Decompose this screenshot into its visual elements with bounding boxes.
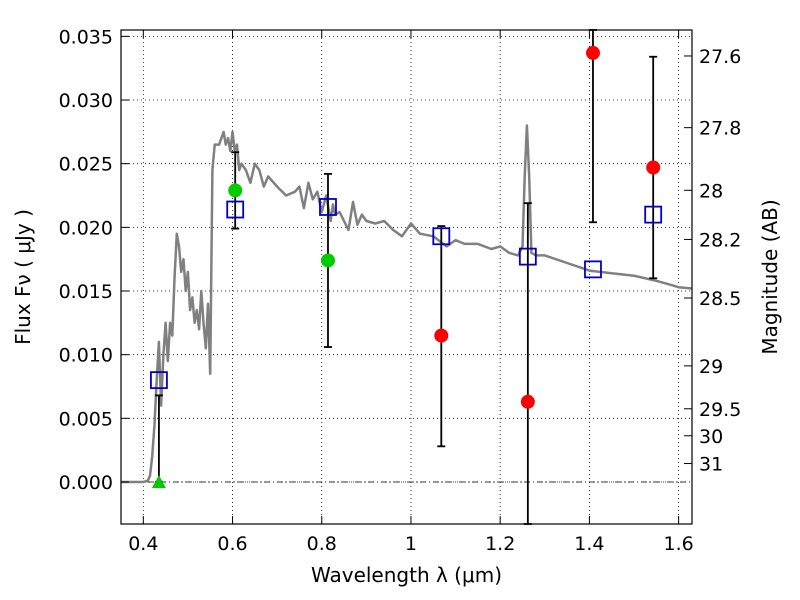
model-square-marker [584, 260, 602, 279]
grid [121, 30, 692, 524]
mag-tick-label: 27.6 [699, 46, 741, 68]
x-tick-label: 0.8 [307, 533, 337, 555]
y-tick-label: 0.030 [59, 90, 113, 112]
x-tick-label: 0.6 [217, 533, 247, 555]
nir-marker [585, 45, 600, 60]
y-tick-label: 0.005 [59, 408, 113, 430]
x-tick-label: 1.2 [485, 533, 515, 555]
x-tick-label: 1 [405, 533, 417, 555]
x-tick-label: 1.4 [574, 533, 604, 555]
y-tick-label: 0.020 [59, 217, 113, 239]
model-square-marker [432, 227, 451, 246]
y-tick-label: 0.010 [59, 345, 113, 367]
x-axis-label: Wavelength λ (μm) [311, 563, 502, 587]
model-square-marker [319, 198, 337, 216]
x-tick-label: 0.4 [128, 533, 158, 555]
model-square-marker [226, 200, 245, 219]
mag-tick-label: 28 [699, 180, 723, 202]
model-square-marker [644, 205, 663, 224]
model-square-marker [150, 371, 168, 390]
y2-axis-label: Magnitude (AB) [758, 199, 782, 354]
x-tick-label: 1.6 [664, 533, 694, 555]
mag-tick-label: 29 [699, 356, 723, 378]
mag-tick-label: 28.5 [699, 288, 741, 310]
y-axis-label: Flux Fν ( μJy ) [11, 209, 35, 345]
detection-marker [320, 253, 335, 268]
nir-marker [434, 328, 449, 343]
nir-marker [520, 394, 535, 409]
plot-area [121, 29, 693, 525]
mag-tick-label: 27.8 [699, 118, 741, 140]
mag-tick-label: 30 [699, 426, 723, 448]
mag-tick-label: 29.5 [699, 399, 741, 421]
y-tick-label: 0.035 [59, 26, 113, 48]
y-tick-label: 0.000 [59, 472, 113, 494]
model-spectrum-line [121, 124, 693, 484]
y-tick-label: 0.015 [59, 281, 113, 303]
model-square-marker [518, 247, 537, 266]
detection-marker [228, 183, 243, 198]
nir-marker [646, 160, 661, 175]
plot-frame [120, 29, 693, 525]
upper-limit-marker [151, 474, 166, 488]
axis-ticks: 0.4 0.6 0.8 1 1.2 1.4 1.6 0.000 0.005 0.010 0.015 0… [59, 26, 742, 555]
mag-tick-label: 28.2 [699, 229, 741, 251]
mag-tick-label: 31 [699, 454, 723, 476]
y-tick-label: 0.025 [59, 154, 113, 176]
